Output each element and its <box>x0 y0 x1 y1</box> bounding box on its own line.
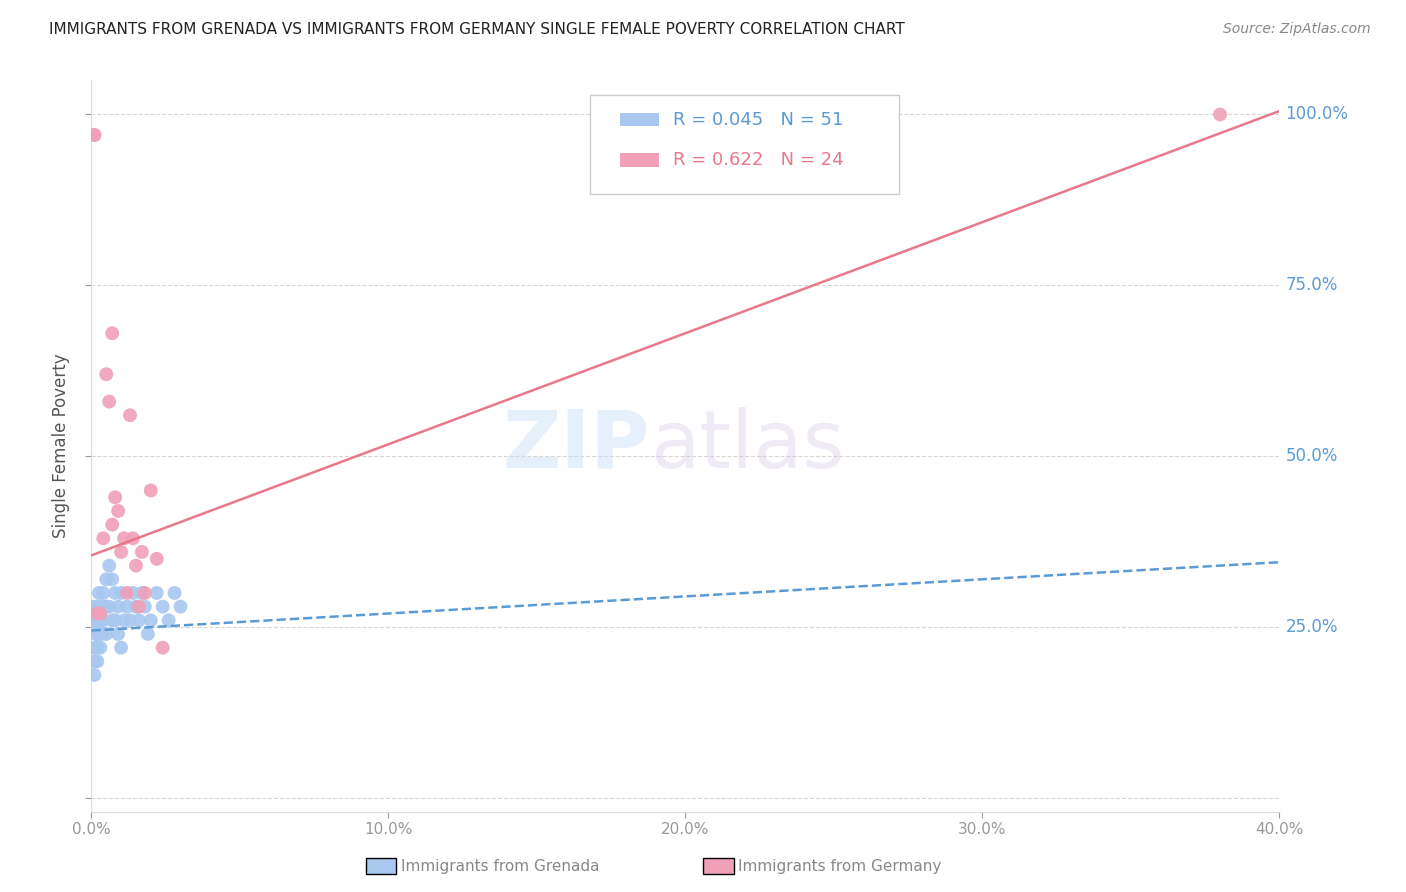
FancyBboxPatch shape <box>620 153 658 167</box>
Point <box>89 599 111 614</box>
Point <box>115 586 138 600</box>
Text: 75.0%: 75.0% <box>1285 277 1337 294</box>
Text: atlas: atlas <box>650 407 844 485</box>
Point <box>134 599 156 614</box>
Point <box>125 599 148 614</box>
Point <box>98 558 121 573</box>
Point <box>145 586 167 600</box>
Point <box>110 586 132 600</box>
Point <box>86 627 108 641</box>
Point <box>128 599 150 614</box>
Point <box>86 607 108 621</box>
Point <box>86 640 108 655</box>
Point <box>104 613 127 627</box>
Point <box>96 368 118 382</box>
Point <box>131 586 153 600</box>
Point <box>122 586 145 600</box>
Point <box>83 128 105 142</box>
Point <box>112 613 135 627</box>
Point <box>128 613 150 627</box>
Point <box>98 599 121 614</box>
Point <box>110 545 132 559</box>
Point <box>101 517 124 532</box>
Point <box>84 613 107 627</box>
Y-axis label: Single Female Poverty: Single Female Poverty <box>52 354 70 538</box>
Point <box>107 627 129 641</box>
Point <box>83 654 105 668</box>
Text: R = 0.622   N = 24: R = 0.622 N = 24 <box>673 151 844 169</box>
Text: 100.0%: 100.0% <box>1285 105 1348 123</box>
Point <box>86 613 108 627</box>
FancyBboxPatch shape <box>591 95 900 194</box>
Point <box>96 599 118 614</box>
Point <box>101 326 124 341</box>
Text: Immigrants from Grenada: Immigrants from Grenada <box>401 859 599 873</box>
Point <box>163 586 186 600</box>
Point <box>84 627 107 641</box>
Point <box>104 586 127 600</box>
Point <box>89 607 111 621</box>
Point <box>86 599 108 614</box>
Point <box>84 640 107 655</box>
Point <box>82 620 104 634</box>
Point <box>87 586 110 600</box>
Point <box>91 586 114 600</box>
Point <box>110 640 132 655</box>
Point <box>89 613 111 627</box>
Text: 50.0%: 50.0% <box>1285 447 1337 466</box>
Point <box>91 531 114 545</box>
Point <box>91 599 114 614</box>
Point <box>83 668 105 682</box>
Point <box>96 627 118 641</box>
Point <box>145 551 167 566</box>
Point <box>83 128 105 142</box>
Point <box>115 599 138 614</box>
Text: 25.0%: 25.0% <box>1285 618 1339 636</box>
Point <box>107 599 129 614</box>
Point <box>131 545 153 559</box>
Text: R = 0.045   N = 51: R = 0.045 N = 51 <box>673 111 844 128</box>
Point <box>101 572 124 586</box>
Point <box>82 599 104 614</box>
Point <box>98 394 121 409</box>
FancyBboxPatch shape <box>620 113 658 127</box>
Point <box>169 599 191 614</box>
Point <box>96 572 118 586</box>
Point <box>152 599 174 614</box>
Point <box>107 504 129 518</box>
Point <box>87 613 110 627</box>
Text: Source: ZipAtlas.com: Source: ZipAtlas.com <box>1223 22 1371 37</box>
Point <box>139 613 162 627</box>
Point <box>89 640 111 655</box>
Point <box>89 627 111 641</box>
Point <box>83 640 105 655</box>
Point <box>134 586 156 600</box>
Text: Immigrants from Germany: Immigrants from Germany <box>738 859 942 873</box>
Point <box>112 531 135 545</box>
Point <box>90 627 112 641</box>
Text: IMMIGRANTS FROM GRENADA VS IMMIGRANTS FROM GERMANY SINGLE FEMALE POVERTY CORRELA: IMMIGRANTS FROM GRENADA VS IMMIGRANTS FR… <box>49 22 905 37</box>
Point <box>122 531 145 545</box>
Point <box>139 483 162 498</box>
Point <box>157 613 180 627</box>
Point <box>1209 107 1232 121</box>
Point <box>104 490 127 504</box>
Point <box>118 409 141 423</box>
Point <box>125 558 148 573</box>
Point <box>86 654 108 668</box>
Point <box>118 613 141 627</box>
Text: ZIP: ZIP <box>502 407 650 485</box>
Point <box>101 613 124 627</box>
Point <box>91 613 114 627</box>
Point <box>136 627 159 641</box>
Point <box>152 640 174 655</box>
